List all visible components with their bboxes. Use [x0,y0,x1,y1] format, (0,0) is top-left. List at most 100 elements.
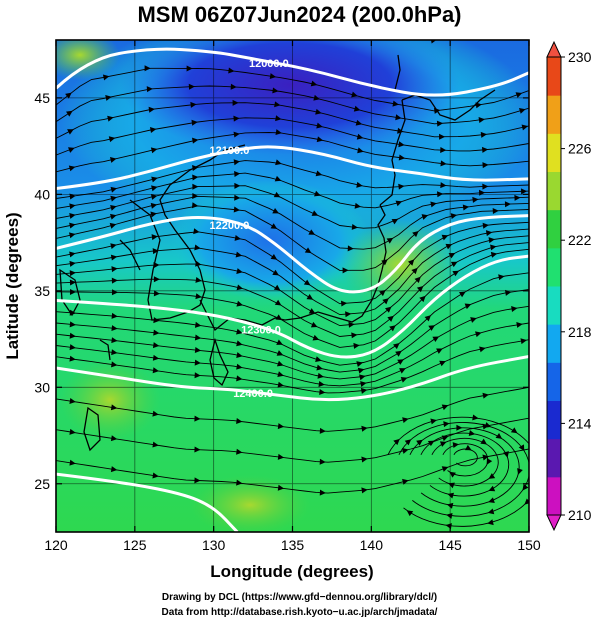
colorbar-segment [547,209,561,249]
streamline-arrow [111,349,118,356]
streamline-arrow [275,314,283,321]
streamline-arrow [193,228,200,235]
streamline-arrow [468,430,476,436]
streamline-arrow [436,120,444,127]
streamline-arrow [269,73,277,80]
streamline-arrow [356,181,363,188]
streamline-arrow [314,190,321,197]
streamline-arrow [69,398,76,404]
credit-data: Data from http://database.rish.kyoto−u.a… [161,607,438,618]
colorbar-segment [547,476,561,516]
streamline-arrow [152,354,160,361]
streamline-arrow [482,392,489,399]
streamline-arrow [69,193,76,200]
streamline-arrow [449,471,456,478]
streamline-arrow [110,195,117,202]
streamline-arrow [361,425,368,432]
streamline-arrow [379,290,386,297]
streamline-arrow [412,231,419,238]
colorbar-segment [547,57,561,96]
streamline-arrow [236,375,243,382]
x-tick-label: 135 [281,537,305,553]
streamline-arrow [348,19,355,26]
streamline-arrow [64,15,72,23]
streamline-arrow [472,196,479,203]
colorbar-frame [546,56,562,516]
colorbar-tick-label: 230 [568,49,592,65]
streamline [56,67,529,112]
streamline-arrow [384,306,392,313]
streamline [431,40,437,41]
streamline [56,448,529,494]
streamline-arrow [69,344,76,351]
streamline-arrow [441,435,449,442]
streamline-arrow [389,29,396,36]
streamline-arrow [234,182,241,189]
streamline-arrow [69,212,76,219]
streamline-arrow [319,489,326,496]
streamline-arrow [192,183,199,190]
streamline-arrow [153,290,160,297]
streamline-arrow [111,266,118,273]
streamline-arrow [479,189,486,196]
streamline-arrow [521,124,529,131]
colorbar-tick-label: 214 [568,415,592,431]
streamline-arrow [111,361,118,368]
contour-label: 12300.0 [241,324,281,336]
streamline-arrow [356,361,363,367]
streamline-arrow [432,336,440,343]
streamline-arrow [495,432,503,439]
x-axis-label: Longitude (degrees) [210,562,373,581]
streamline-arrow [236,328,243,335]
y-tick-label: 30 [34,379,50,395]
streamline-arrow [395,350,402,357]
streamline-arrow [400,377,408,383]
streamline-arrow [347,245,354,252]
height-contour [56,214,529,294]
streamline-arrow [488,473,496,479]
streamline-arrow [275,159,282,166]
streamline-arrow [315,356,322,363]
y-axis-ticks: 25 30 35 40 45 [34,90,529,492]
streamline [56,386,529,432]
streamline-arrow [448,253,456,259]
streamline-arrow [150,147,158,154]
streamline-arrow [512,17,520,25]
streamline-arrow [236,268,243,274]
streamline-arrow [277,484,285,491]
streamline-arrow [407,259,415,266]
streamline-arrow [273,191,281,198]
streamline-arrow [277,381,284,388]
streamline-arrow [151,185,158,192]
streamline [56,242,529,337]
streamline-arrow [275,115,282,122]
streamline-arrow [398,141,405,148]
streamline-arrow [355,119,363,126]
streamline-arrow [357,367,365,374]
streamline-arrow [311,210,319,216]
streamline-arrow [360,381,367,387]
streamline-arrow [152,248,159,255]
streamline-arrow [459,291,466,298]
streamline-arrow [427,440,435,447]
streamline-arrow [315,170,323,177]
streamline-arrow [276,350,284,356]
streamline-arrow [518,444,525,452]
streamline-arrow [452,442,459,449]
x-tick-label: 130 [202,537,226,553]
streamline-arrow [153,262,160,269]
y-tick-label: 45 [34,90,50,106]
streamline-arrow [348,321,355,328]
streamline [56,160,529,199]
x-tick-label: 145 [438,537,462,553]
streamline-arrow [274,101,281,108]
streamline-arrow [192,193,199,200]
streamline-arrow [439,441,447,447]
streamline [56,195,529,250]
streamline-arrow [520,338,527,345]
streamline-arrow [416,286,424,293]
streamline-arrow [310,80,318,87]
streamline-arrow [105,95,112,101]
streamline-arrow [69,260,76,267]
contour-label: 12400.0 [233,388,273,400]
